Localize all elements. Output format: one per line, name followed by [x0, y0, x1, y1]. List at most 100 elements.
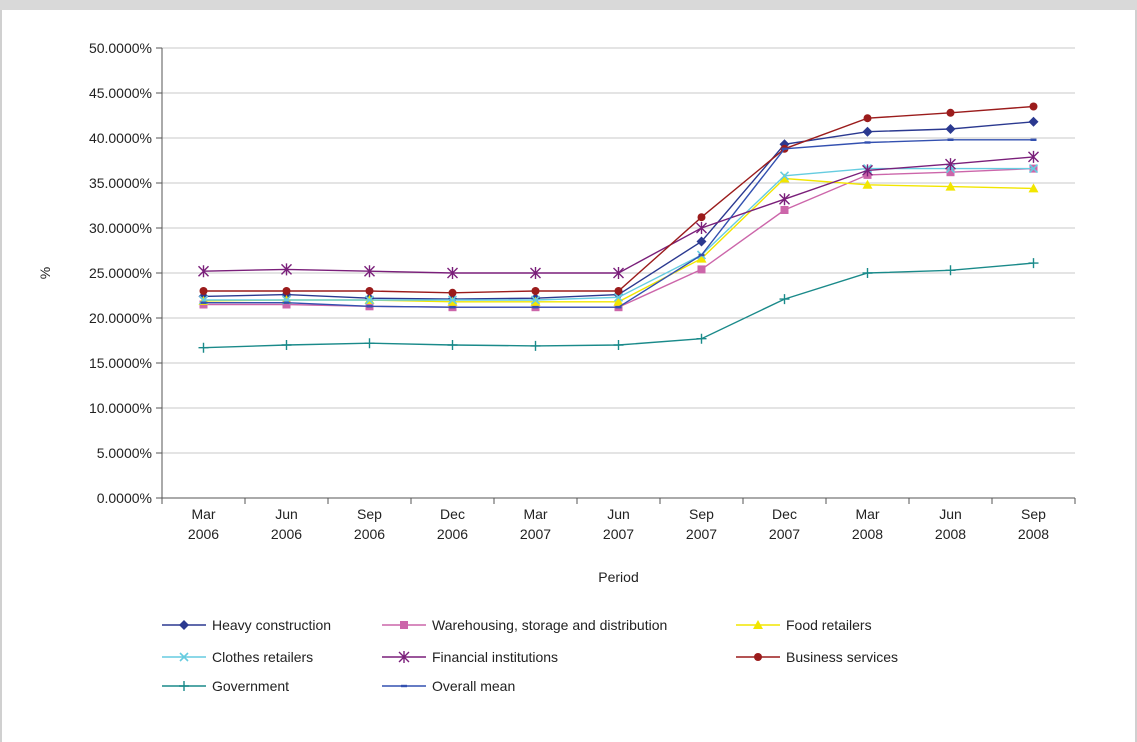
legend-item-business-services: Business services	[736, 649, 898, 665]
data-point-warehousing-storage-and-distribution	[780, 206, 789, 214]
data-point-overall-mean	[532, 306, 539, 309]
legend-swatch-marker	[179, 620, 189, 630]
y-axis-label: %	[37, 267, 53, 279]
data-point-warehousing-storage-and-distribution	[946, 168, 955, 177]
series-business-services	[199, 102, 1038, 297]
data-point-clothes-retailers	[364, 295, 375, 305]
data-point-food-retailers	[696, 253, 707, 263]
frame-right-border	[1135, 10, 1137, 742]
y-tick-label: 0.0000%	[97, 490, 152, 506]
x-tick-label: Sep 2006	[354, 506, 385, 542]
data-point-financial-institutions	[613, 267, 624, 279]
x-tick-label: Jun 2007	[603, 506, 634, 542]
data-point-government	[779, 294, 790, 305]
data-point-overall-mean	[1030, 138, 1037, 141]
data-point-food-retailers	[613, 296, 624, 306]
data-point-business-services	[282, 287, 291, 295]
header-band	[0, 0, 1137, 10]
data-point-government	[945, 265, 956, 276]
legend-label: Heavy construction	[212, 617, 331, 633]
series-food-retailers	[198, 173, 1039, 306]
series-line-clothes-retailers	[203, 167, 1034, 301]
data-point-business-services	[1029, 102, 1038, 111]
data-point-financial-institutions	[779, 193, 790, 206]
data-point-overall-mean	[615, 306, 622, 309]
legend-label: Business services	[786, 649, 898, 665]
frame-left-border	[0, 10, 2, 742]
data-point-government	[613, 340, 624, 350]
x-tick-label: Jun 2006	[271, 506, 302, 542]
legend-label: Food retailers	[786, 617, 872, 633]
x-tick-label: Dec 2006	[437, 506, 468, 542]
x-tick-label: Mar 2007	[520, 506, 551, 542]
data-point-financial-institutions	[364, 265, 375, 278]
series-layer	[198, 102, 1039, 353]
legend-swatch-marker	[400, 621, 408, 629]
data-point-government	[530, 340, 541, 351]
legend-label: Clothes retailers	[212, 649, 313, 665]
data-point-business-services	[697, 213, 706, 222]
data-point-government	[281, 340, 292, 350]
x-tick-label: Sep 2008	[1018, 506, 1049, 542]
y-tick-label: 25.0000%	[89, 265, 152, 281]
y-tick-label: 45.0000%	[89, 85, 152, 101]
legend-item-food-retailers: Food retailers	[736, 617, 872, 633]
series-line-overall-mean	[203, 139, 1034, 308]
data-point-overall-mean	[283, 301, 290, 304]
y-tick-label: 35.0000%	[89, 175, 152, 191]
data-point-clothes-retailers	[779, 171, 790, 181]
axes	[156, 47, 1076, 504]
series-financial-institutions	[198, 150, 1039, 279]
legend-swatch-marker	[401, 684, 407, 688]
legend: Heavy construction Warehousing, storage a…	[162, 617, 898, 694]
data-point-business-services	[199, 287, 208, 295]
x-tick-label: Mar 2008	[852, 506, 883, 542]
legend-item-heavy-construction: Heavy construction	[162, 617, 331, 633]
legend-swatch-marker	[179, 681, 189, 691]
legend-label: Warehousing, storage and distribution	[432, 617, 667, 633]
data-point-financial-institutions	[945, 158, 956, 171]
data-point-government	[862, 268, 873, 278]
data-point-clothes-retailers	[613, 292, 624, 302]
legend-swatch-marker	[179, 652, 189, 662]
legend-label: Government	[212, 678, 289, 694]
data-point-food-retailers	[945, 181, 956, 191]
y-tick-label: 15.0000%	[89, 355, 152, 371]
x-tick-label: Dec 2007	[769, 506, 800, 542]
series-line-food-retailers	[203, 177, 1034, 303]
x-tick-label: Sep 2007	[686, 506, 717, 542]
data-point-heavy-construction	[945, 124, 956, 134]
data-point-clothes-retailers	[447, 295, 458, 305]
data-point-business-services	[863, 114, 872, 123]
data-point-overall-mean	[864, 141, 871, 144]
data-point-financial-institutions	[198, 265, 209, 278]
data-point-government	[1028, 258, 1039, 269]
legend-swatch-marker	[398, 651, 410, 663]
y-tick-labels: 0.0000% 5.0000% 10.0000% 15.0000% 20.0000% 25…	[89, 40, 152, 506]
y-tick-label: 40.0000%	[89, 130, 152, 146]
data-point-business-services	[531, 287, 540, 295]
data-point-overall-mean	[698, 253, 705, 257]
data-point-overall-mean	[947, 138, 954, 141]
data-point-food-retailers	[779, 173, 790, 183]
y-tick-label: 50.0000%	[89, 40, 152, 56]
series-overall-mean	[200, 138, 1037, 309]
data-point-overall-mean	[449, 306, 456, 309]
y-tick-label: 30.0000%	[89, 220, 152, 236]
series-line-warehousing-storage-and-distribution	[203, 167, 1034, 308]
data-point-government	[198, 342, 209, 353]
data-point-overall-mean	[781, 147, 788, 150]
data-point-financial-institutions	[447, 267, 458, 279]
data-point-food-retailers	[862, 179, 873, 189]
data-point-overall-mean	[366, 305, 373, 308]
data-point-financial-institutions	[696, 222, 707, 234]
data-point-heavy-construction	[862, 126, 873, 137]
data-point-financial-institutions	[281, 263, 292, 276]
data-point-financial-institutions	[1028, 150, 1039, 163]
data-point-food-retailers	[1028, 183, 1039, 193]
series-line-financial-institutions	[203, 156, 1034, 274]
grid-lines	[162, 47, 1075, 454]
data-point-business-services	[946, 108, 955, 117]
data-point-business-services	[448, 288, 457, 297]
